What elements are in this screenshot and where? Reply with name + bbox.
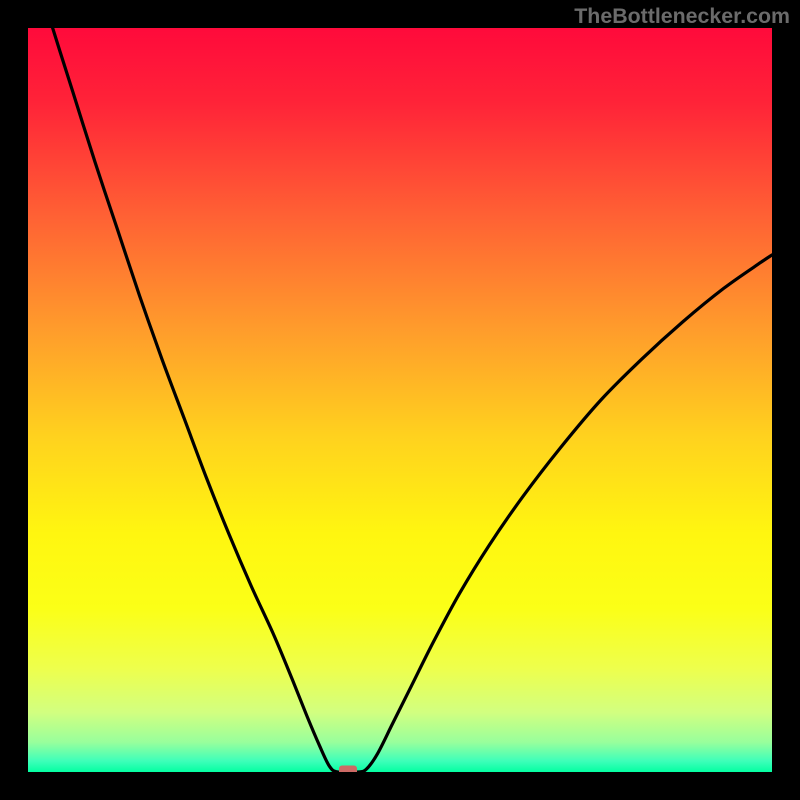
chart-container: TheBottlenecker.com — [0, 0, 800, 800]
frame-left — [0, 0, 28, 800]
frame-bottom — [0, 772, 800, 800]
plot-area — [28, 28, 772, 772]
frame-right — [772, 0, 800, 800]
frame-top — [0, 0, 800, 28]
